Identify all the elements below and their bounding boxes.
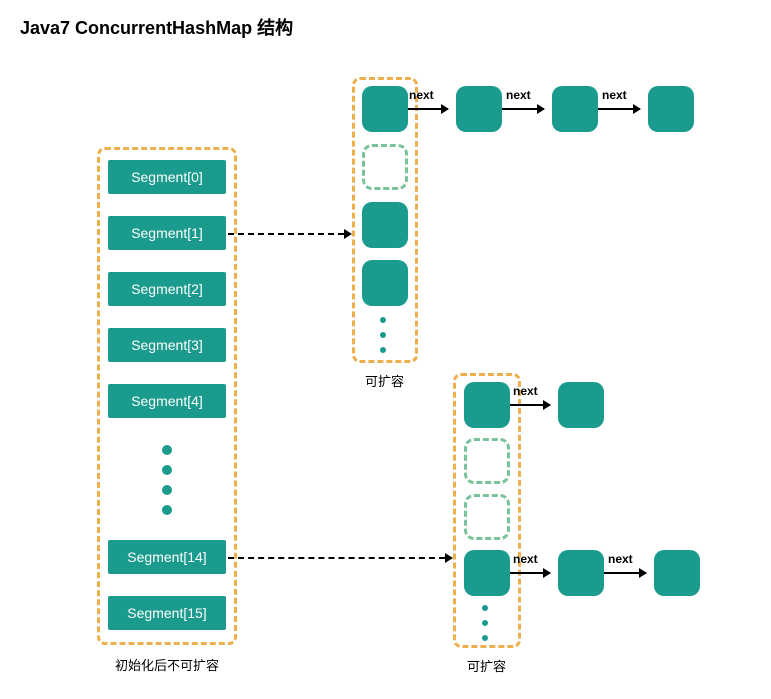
bucket-empty-node [464,438,510,484]
next-arrow [604,572,646,574]
next-arrow [510,572,550,574]
bucket-node [362,260,408,306]
connector-arrow-line [228,233,344,235]
ellipsis-dot [482,605,488,611]
segments-caption: 初始化后不可扩容 [115,655,219,674]
next-label: next [608,552,633,566]
chain1-node [456,86,502,132]
connector-arrow-head [445,553,453,563]
ellipsis-dot [380,347,386,353]
segment-box: Segment[0] [108,160,226,194]
bucket-node [362,202,408,248]
segment-box: Segment[4] [108,384,226,418]
segment-box: Segment[1] [108,216,226,250]
next-arrow [408,108,448,110]
next-arrow [598,108,640,110]
next-label: next [506,88,531,102]
next-arrow [502,108,544,110]
segment-box: Segment[15] [108,596,226,630]
connector-arrow-line [228,557,445,559]
chain2b-node [654,550,700,596]
segment-box: Segment[14] [108,540,226,574]
bucket1-caption: 可扩容 [365,371,404,390]
bucket-node [464,550,510,596]
bucket-node [362,86,408,132]
ellipsis-dot [162,465,172,475]
next-label: next [409,88,434,102]
ellipsis-dot [482,620,488,626]
next-label: next [513,552,538,566]
diagram-title: Java7 ConcurrentHashMap 结构 [20,14,293,40]
bucket-empty-node [464,494,510,540]
ellipsis-dot [162,485,172,495]
bucket-node [464,382,510,428]
ellipsis-dot [380,332,386,338]
bucket-empty-node [362,144,408,190]
ellipsis-dot [380,317,386,323]
next-arrow [510,404,550,406]
connector-arrow-head [344,229,352,239]
segment-box: Segment[2] [108,272,226,306]
chain1-node [552,86,598,132]
chain1-node [648,86,694,132]
ellipsis-dot [482,635,488,641]
ellipsis-dot [162,505,172,515]
chain2b-node [558,550,604,596]
next-label: next [602,88,627,102]
segment-box: Segment[3] [108,328,226,362]
bucket2-caption: 可扩容 [467,656,506,675]
next-label: next [513,384,538,398]
chain2a-node [558,382,604,428]
ellipsis-dot [162,445,172,455]
